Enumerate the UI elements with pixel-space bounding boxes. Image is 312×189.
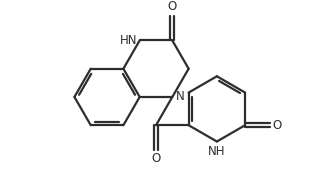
Text: N: N <box>176 91 184 103</box>
Text: HN: HN <box>119 34 137 47</box>
Text: O: O <box>168 0 177 13</box>
Text: NH: NH <box>208 146 226 158</box>
Text: O: O <box>272 119 281 132</box>
Text: O: O <box>151 152 161 165</box>
